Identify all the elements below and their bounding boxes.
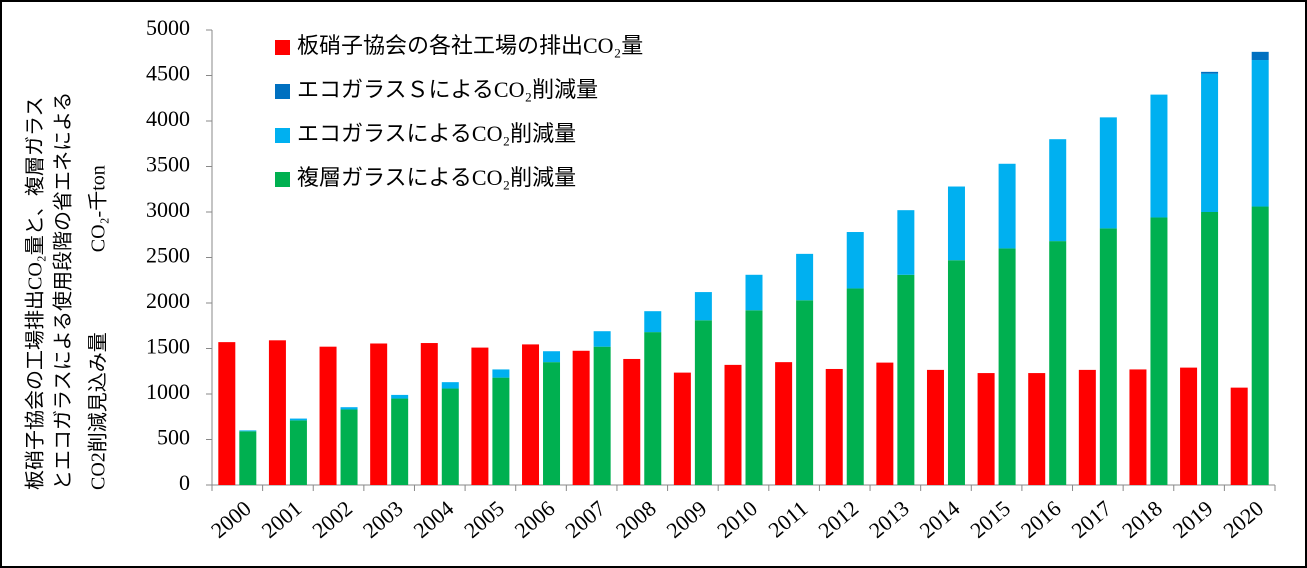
y-tick-label: 500 [157,425,190,450]
y-tick-label: 5000 [146,15,190,40]
bar-segment [593,346,611,485]
bar [370,343,388,485]
bar-segment [492,377,510,485]
bar-segment [1049,139,1067,242]
legend-swatch [275,40,290,55]
bar-segment [492,369,510,378]
y-tick-label: 4500 [146,61,190,86]
y-tick-label: 2000 [146,288,190,313]
bar [1028,373,1046,485]
bar-segment [644,332,662,485]
bar [420,343,438,485]
bar-segment [745,310,763,485]
bar-segment [340,407,358,410]
legend-swatch [275,84,290,99]
bar [926,369,944,485]
y-tick-label: 1000 [146,379,190,404]
bar [977,373,995,485]
bar-segment [897,274,915,485]
bar-segment [391,394,409,399]
bar-segment [947,186,965,261]
bar-segment [1201,71,1219,74]
y-tick-label: 3000 [146,197,190,222]
bar-segment [289,418,307,421]
y-tick-label: 2500 [146,243,190,268]
bar [1180,367,1198,485]
bar [623,358,641,485]
y-tick-label: 4000 [146,106,190,131]
bar [268,340,286,485]
bar [825,368,843,485]
bar [1078,369,1096,485]
bar-segment [441,382,459,389]
bar-segment [745,274,763,311]
bar-segment [1049,241,1067,485]
bar-segment [441,388,459,485]
bar-segment [947,260,965,485]
legend-swatch [275,172,290,187]
y-axis-label: CO2削減見込み量 CO₂-千ton [87,165,110,490]
bar-segment [694,292,712,321]
y-axis-label: とエコガラスによる使用段階の省エネによる [52,92,75,490]
bar-segment [543,351,561,363]
bar-segment [796,253,814,301]
bar-segment [1150,217,1168,485]
bar-segment [289,420,307,485]
bar [724,364,742,485]
y-axis-label: 板硝子協会の工場排出CO₂量と、複層ガラス [24,96,47,490]
bar-segment [1099,228,1117,485]
bar [319,346,337,485]
bar [1129,369,1147,485]
bar [1230,387,1248,485]
legend-label: エコガラスＳによるCO₂削減量 [297,77,598,102]
y-tick-label: 0 [179,470,190,495]
legend-label: エコガラスによるCO₂削減量 [297,121,576,146]
bar-segment [1150,94,1168,218]
bar-segment [694,320,712,485]
bar [471,347,489,485]
bar-segment [239,430,257,432]
legend-label: 複層ガラスによるCO₂削減量 [297,165,576,190]
bar-segment [1099,117,1117,229]
legend-swatch [275,128,290,143]
bar-segment [543,362,561,485]
bar [876,362,894,485]
bar-segment [897,210,915,275]
bar-segment [846,288,864,485]
bar-segment [998,163,1016,249]
bar [775,362,793,485]
y-tick-label: 3500 [146,152,190,177]
bar-segment [1251,206,1269,486]
bar-segment [1201,212,1219,485]
bar [673,372,691,485]
bar-segment [340,409,358,485]
bar-segment [998,248,1016,485]
legend-label: 板硝子協会の各社工場の排出CO₂量 [297,33,643,58]
bar-segment [796,300,814,485]
bar-segment [1201,73,1219,213]
bar [218,342,236,485]
bar-segment [239,431,257,485]
bar-segment [593,331,611,347]
bar [572,350,590,485]
bar-segment [1251,60,1269,207]
bar-segment [644,311,662,333]
bar [522,344,540,485]
y-tick-label: 1500 [146,334,190,359]
bar-segment [846,232,864,289]
bar-segment [1251,51,1269,61]
bar-segment [391,398,409,485]
